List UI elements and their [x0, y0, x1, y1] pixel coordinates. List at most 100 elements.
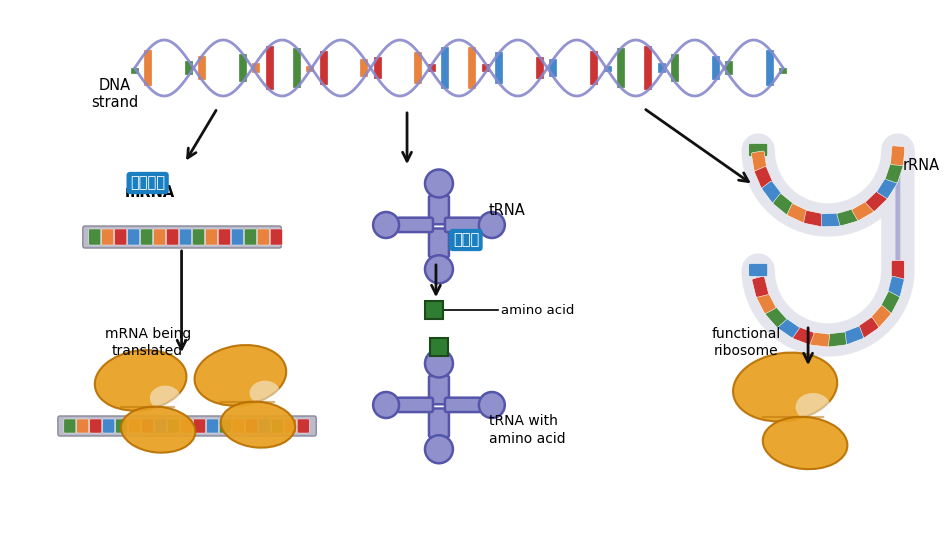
Ellipse shape	[250, 380, 280, 406]
Text: tRNA with
amino acid: tRNA with amino acid	[489, 414, 565, 446]
Bar	[360, 59, 369, 77]
FancyBboxPatch shape	[885, 162, 903, 183]
Bar	[306, 66, 314, 72]
Bar	[253, 63, 260, 73]
Text: amino acid: amino acid	[501, 303, 574, 317]
Bar	[644, 46, 652, 90]
FancyBboxPatch shape	[128, 419, 141, 433]
FancyBboxPatch shape	[397, 398, 433, 412]
FancyBboxPatch shape	[429, 376, 449, 404]
FancyBboxPatch shape	[754, 166, 773, 188]
Ellipse shape	[121, 407, 196, 453]
Bar	[144, 50, 152, 87]
Ellipse shape	[195, 345, 286, 406]
Text: mRNA: mRNA	[124, 185, 175, 200]
FancyBboxPatch shape	[752, 276, 769, 297]
Bar	[496, 52, 504, 83]
FancyBboxPatch shape	[429, 409, 449, 437]
FancyBboxPatch shape	[141, 229, 153, 245]
FancyBboxPatch shape	[809, 332, 829, 347]
FancyBboxPatch shape	[890, 146, 904, 165]
FancyBboxPatch shape	[804, 211, 825, 227]
FancyBboxPatch shape	[218, 229, 231, 245]
FancyBboxPatch shape	[857, 317, 879, 338]
Circle shape	[425, 435, 453, 463]
FancyBboxPatch shape	[88, 229, 101, 245]
Bar	[603, 66, 612, 72]
Text: rRNA: rRNA	[902, 157, 940, 172]
Bar	[712, 56, 719, 80]
FancyBboxPatch shape	[837, 209, 858, 226]
FancyBboxPatch shape	[826, 332, 846, 347]
FancyBboxPatch shape	[64, 419, 76, 433]
Circle shape	[373, 212, 399, 238]
Ellipse shape	[795, 393, 830, 421]
FancyBboxPatch shape	[102, 229, 114, 245]
FancyBboxPatch shape	[881, 292, 900, 314]
FancyBboxPatch shape	[877, 177, 897, 198]
FancyBboxPatch shape	[219, 419, 232, 433]
FancyBboxPatch shape	[180, 229, 192, 245]
FancyBboxPatch shape	[842, 326, 864, 345]
FancyBboxPatch shape	[206, 419, 219, 433]
Bar	[374, 57, 382, 79]
Bar	[536, 57, 544, 79]
FancyBboxPatch shape	[154, 229, 165, 245]
Circle shape	[373, 392, 399, 418]
FancyBboxPatch shape	[429, 228, 449, 257]
FancyBboxPatch shape	[180, 419, 193, 433]
Bar	[430, 338, 448, 356]
Bar	[671, 54, 679, 82]
Bar	[238, 54, 247, 82]
Bar	[293, 48, 301, 88]
FancyBboxPatch shape	[258, 419, 271, 433]
FancyBboxPatch shape	[869, 305, 891, 327]
Bar	[766, 50, 773, 87]
Bar	[184, 61, 193, 75]
Ellipse shape	[150, 386, 180, 410]
Circle shape	[425, 255, 453, 283]
FancyBboxPatch shape	[852, 201, 874, 220]
Circle shape	[479, 212, 504, 238]
FancyBboxPatch shape	[762, 181, 783, 203]
FancyBboxPatch shape	[788, 204, 809, 223]
Bar	[320, 51, 328, 85]
FancyBboxPatch shape	[77, 419, 88, 433]
FancyBboxPatch shape	[429, 195, 449, 224]
Circle shape	[479, 392, 504, 418]
FancyBboxPatch shape	[887, 276, 904, 297]
FancyBboxPatch shape	[445, 398, 481, 412]
Text: 阅读器: 阅读器	[453, 233, 479, 248]
FancyBboxPatch shape	[257, 229, 270, 245]
FancyBboxPatch shape	[142, 419, 154, 433]
FancyBboxPatch shape	[166, 229, 179, 245]
FancyBboxPatch shape	[232, 229, 243, 245]
FancyBboxPatch shape	[891, 261, 904, 279]
FancyBboxPatch shape	[90, 419, 102, 433]
Bar	[266, 46, 274, 90]
FancyBboxPatch shape	[284, 419, 296, 433]
Circle shape	[425, 349, 453, 378]
Ellipse shape	[95, 350, 186, 411]
FancyBboxPatch shape	[193, 229, 204, 245]
FancyBboxPatch shape	[103, 419, 115, 433]
Text: tRNA: tRNA	[489, 203, 525, 218]
FancyBboxPatch shape	[155, 419, 166, 433]
Bar	[725, 61, 733, 75]
Bar	[549, 59, 558, 77]
FancyBboxPatch shape	[58, 416, 316, 436]
FancyBboxPatch shape	[865, 190, 887, 211]
FancyBboxPatch shape	[244, 229, 256, 245]
Bar	[414, 52, 423, 83]
FancyBboxPatch shape	[167, 419, 180, 433]
FancyBboxPatch shape	[397, 218, 433, 232]
FancyBboxPatch shape	[115, 229, 126, 245]
FancyBboxPatch shape	[205, 229, 218, 245]
Bar	[131, 68, 139, 74]
Bar	[468, 47, 476, 89]
FancyBboxPatch shape	[777, 317, 799, 338]
FancyBboxPatch shape	[272, 419, 283, 433]
FancyBboxPatch shape	[445, 218, 481, 232]
Ellipse shape	[763, 417, 847, 469]
Bar	[428, 64, 436, 72]
